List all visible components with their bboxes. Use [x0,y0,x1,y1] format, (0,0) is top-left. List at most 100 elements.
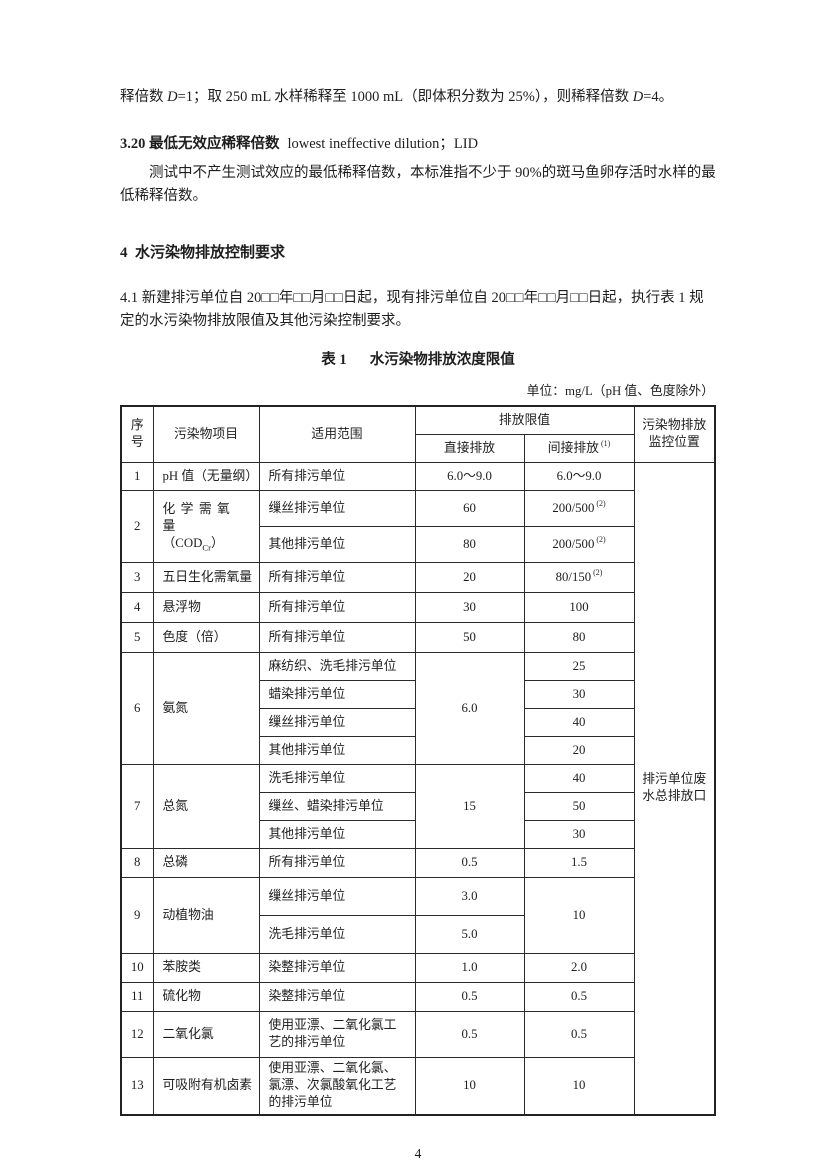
table-cell: 6 [120,651,154,765]
table-cell: 1 [120,461,154,491]
table-cell: 13 [120,1056,154,1116]
table-cell: 其他排污单位 [258,819,416,849]
table-row: 蜡染排污单位 30 [121,679,715,709]
table-cell: 0.5 [414,847,525,878]
text-segment: 所有排污单位 [268,468,346,483]
table-cell: 使用亚漂、二氧化氯工艺的排污单位 [258,1010,416,1058]
table-cell: 20 [523,735,635,765]
section-number: 4 [120,245,128,261]
section-3-20-paragraph: 测试中不产生测试效应的最低稀释倍数，本标准指不少于 90%的斑马鱼卵存活时水样的… [120,165,716,204]
text-segment: 40 [572,714,586,729]
table-row: 9 动植物油 缫丝排污单位 3.0 10 [120,876,715,954]
table-cell: 氨氮 [152,651,260,765]
text-segment: 20 [463,569,476,584]
table-cell: 11 [120,981,154,1012]
table-cell: 总氮 [152,763,260,849]
table-cell: 染整排污单位 [258,952,416,983]
table-cell: 60 [414,489,525,527]
table-row: 6 氨氮 麻纺织、洗毛排污单位 6.0 25 [120,651,715,765]
table-cell: 0.5 [523,1010,635,1058]
table-row: 其他排污单位 80 200/500 (2) [121,525,715,563]
text-segment: 10 [463,1078,476,1093]
text-segment: 总氮 [162,798,189,813]
section-title: 水污染物排放控制要求 [135,245,286,261]
text-segment: 200/500 [552,500,595,515]
table-cell: 缫丝排污单位 [258,876,416,916]
table-cell: 缫丝排污单位 [258,707,416,737]
table-cell: 总磷 [152,847,260,878]
table-caption: 表 1 水污染物排放浓度限值 [120,348,716,369]
text-segment: 100 [569,599,589,614]
text-segment: 0.5 [461,989,478,1003]
text-segment: 0.5 [571,1026,587,1041]
table-cell: 50 [414,621,525,653]
header-cell: 污染物项目 [152,405,260,463]
text-segment: 0.5 [461,1026,478,1041]
text-segment: 6.0 [461,700,478,715]
table-cell: 其他排污单位 [258,735,416,765]
text-segment: 6.0～9.0 [556,468,602,483]
table-row: 2 化学需氧量 （CODCr） 缫丝排污单位 60 200/500 (2) [120,489,715,563]
table-cell: 5 [120,621,154,653]
text-segment: 染整排污单位 [268,989,346,1003]
text-segment: 7 [134,798,141,813]
table-cell: 3 [120,561,154,593]
text-segment: 20 [572,742,586,757]
table-cell: 3.0 [414,876,525,916]
table-cell: 使用亚漂、二氧化氯、氯漂、次氯酸氧化工艺的排污单位 [258,1056,416,1116]
text-segment: 直接排放 [443,440,496,455]
text-segment: 3.0 [461,888,478,903]
table-cell: 1.5 [523,847,635,878]
text-segment: =4。 [643,89,674,105]
text-segment: 30 [572,686,586,701]
header-cell: 适用范围 [258,405,416,463]
table-row: 其他排污单位 20 [121,735,715,765]
text-segment: 60 [463,500,476,515]
text-segment: 1 [134,468,141,483]
text-segment: 硫化物 [162,989,201,1003]
text-segment: 1.5 [571,855,587,869]
table-cell: 9 [120,876,154,954]
text-segment: 15 [463,798,476,813]
table-cell: 25 [523,651,635,681]
table-cell: 10 [414,1056,525,1116]
text-segment: 10 [130,960,144,974]
paragraph-4-1: 4.1 新建排污单位自 20□□年□□月□□日起，现有排污单位自 20□□年□□… [120,290,704,329]
table-cell: 所有排污单位 [258,621,416,653]
table-cell: 所有排污单位 [258,461,416,491]
table-cell: 苯胺类 [152,952,260,983]
table-cell: 0.5 [414,981,525,1012]
table-cell: 6.0～9.0 [523,461,635,491]
text-segment: 排污单位废水总排放口 [642,772,707,804]
table-row: 缫丝排污单位 40 [121,707,715,737]
text-segment: 30 [572,826,586,841]
text-segment: 6 [134,700,141,715]
text-segment: 80 [463,536,476,551]
table-cell: 80 [414,525,525,563]
text-segment: =1；取 250 mL 水样稀释至 1000 mL（即体积分数为 25%），则稀… [177,89,633,105]
text-segment: 所有排污单位 [268,569,346,584]
text-segment: D [167,89,178,105]
header-cell: 排放限值 [414,405,635,435]
text-segment: 缫丝、蜡染排污单位 [268,798,384,813]
header-row: 序号 污染物项目 适用范围 排放限值 污染物排放监控位置 [120,405,716,463]
text-segment: 50 [572,798,586,813]
text-segment: 11 [131,989,144,1003]
table-cell: 10 [120,952,154,983]
text-segment: 所有排污单位 [268,629,346,644]
text-segment: 序号 [130,418,144,450]
term-chinese: 最低无效应稀释倍数 [149,136,280,152]
text-segment: 10 [572,907,586,922]
text-segment: 200/500 [552,536,595,551]
table-row: 10 苯胺类 染整排污单位 1.0 2.0 [120,952,715,983]
table-cell: 可吸附有机卤素 [152,1056,260,1116]
text-segment: 40 [572,770,586,785]
term-english: lowest ineffective dilution；LID [287,136,479,152]
table-cell: 0.5 [414,1010,525,1058]
text-segment: 5 [134,629,141,644]
table-cell: 2 [120,489,154,563]
text-segment: 化学需氧量 [162,501,236,533]
text-segment: 0.5 [461,855,478,869]
text-segment: 二氧化氯 [162,1026,214,1041]
